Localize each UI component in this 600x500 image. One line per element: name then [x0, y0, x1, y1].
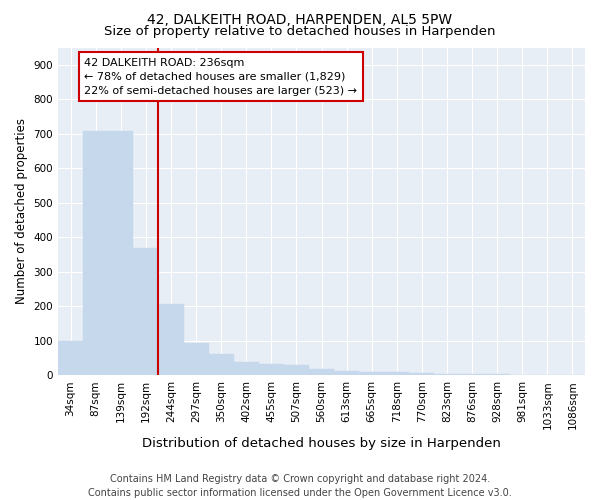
Text: 42 DALKEITH ROAD: 236sqm
← 78% of detached houses are smaller (1,829)
22% of sem: 42 DALKEITH ROAD: 236sqm ← 78% of detach… — [85, 58, 358, 96]
Text: Size of property relative to detached houses in Harpenden: Size of property relative to detached ho… — [104, 25, 496, 38]
Y-axis label: Number of detached properties: Number of detached properties — [15, 118, 28, 304]
Text: Contains HM Land Registry data © Crown copyright and database right 2024.
Contai: Contains HM Land Registry data © Crown c… — [88, 474, 512, 498]
Text: 42, DALKEITH ROAD, HARPENDEN, AL5 5PW: 42, DALKEITH ROAD, HARPENDEN, AL5 5PW — [148, 12, 452, 26]
Bar — [133, 248, 158, 375]
Bar — [384, 372, 409, 375]
Bar — [58, 340, 83, 375]
Bar — [409, 373, 434, 375]
Bar — [434, 374, 460, 375]
Bar — [209, 354, 233, 375]
Bar — [284, 365, 309, 375]
Bar — [83, 132, 108, 375]
Bar — [485, 374, 510, 375]
Bar — [309, 369, 334, 375]
Bar — [359, 372, 384, 375]
Bar — [233, 362, 259, 375]
X-axis label: Distribution of detached houses by size in Harpenden: Distribution of detached houses by size … — [142, 437, 501, 450]
Bar — [259, 364, 284, 375]
Bar — [460, 374, 485, 375]
Bar — [334, 371, 359, 375]
Bar — [184, 344, 209, 375]
Bar — [158, 304, 184, 375]
Bar — [108, 132, 133, 375]
